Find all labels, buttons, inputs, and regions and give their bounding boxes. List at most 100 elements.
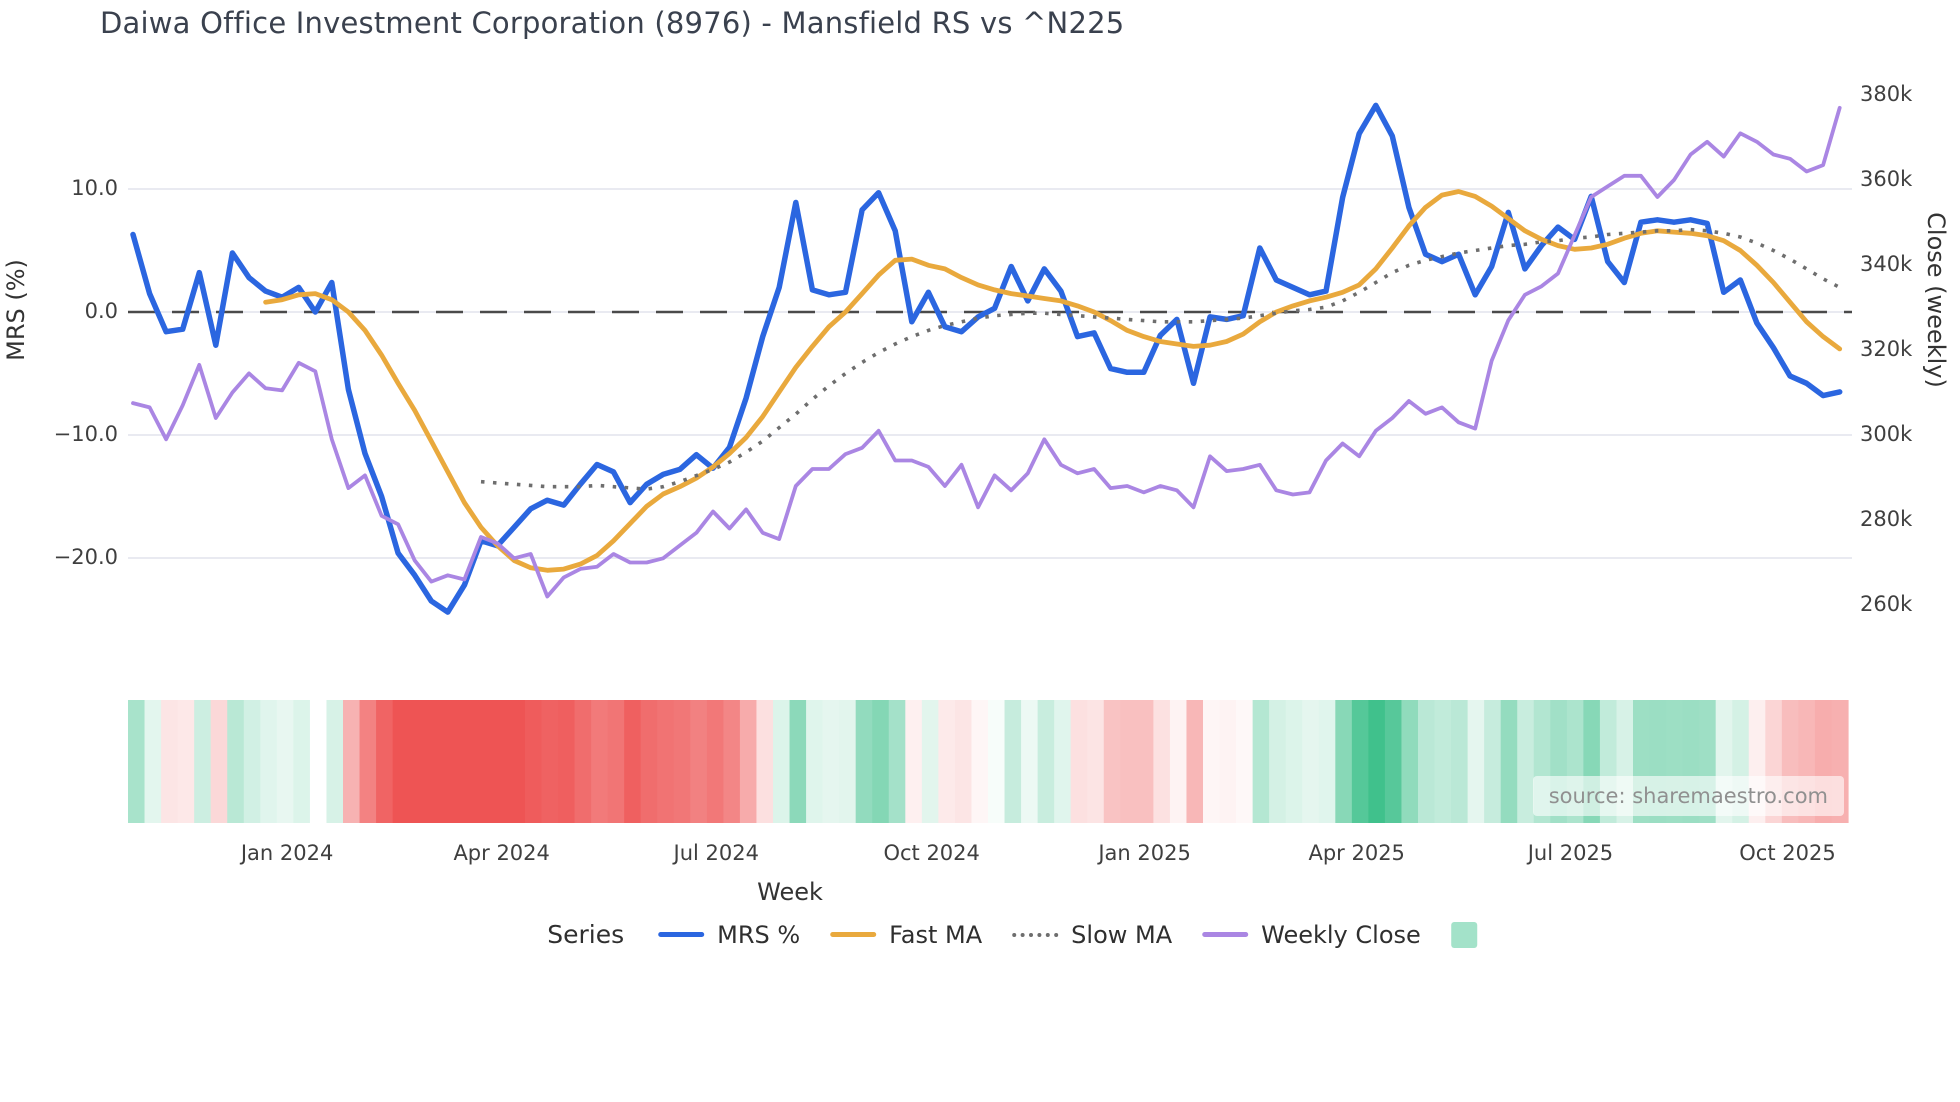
legend-item-mrs-[interactable]: MRS % xyxy=(658,921,800,949)
heatmap-cell xyxy=(508,700,526,823)
heatmap-cell xyxy=(309,700,328,823)
y-right-tick-label: 380k xyxy=(1860,82,1913,106)
heatmap-cell xyxy=(1252,700,1270,823)
heatmap-cell xyxy=(1186,700,1204,823)
heatmap-cell xyxy=(343,700,361,823)
heatmap-cell xyxy=(1467,700,1485,823)
heatmap-cell xyxy=(806,700,824,823)
y-left-tick-label: −10.0 xyxy=(53,422,118,446)
legend-item-heatmap[interactable] xyxy=(1450,921,1477,948)
heatmap-cell xyxy=(1434,700,1452,823)
heatmap-cell xyxy=(1120,700,1138,823)
heatmap-cell xyxy=(607,700,625,823)
legend-item-weekly-close[interactable]: Weekly Close xyxy=(1202,921,1421,949)
source-attribution: source: sharemaestro.com xyxy=(1532,776,1844,816)
heatmap-cell xyxy=(442,700,460,823)
heatmap-cell xyxy=(640,700,658,823)
heatmap-cell xyxy=(954,700,973,823)
y-left-tick-label: −20.0 xyxy=(53,545,118,569)
heatmap-cell xyxy=(1153,700,1171,823)
legend-item-slow-ma[interactable]: Slow MA xyxy=(1012,921,1172,949)
y-right-tick-label: 360k xyxy=(1860,167,1913,191)
heatmap-cell xyxy=(558,700,576,823)
heatmap-cell xyxy=(1384,700,1403,823)
series-line-mrs- xyxy=(130,102,1843,615)
heatmap-cell xyxy=(376,700,394,823)
y-left-tick-label: 10.0 xyxy=(71,176,118,200)
x-tick-label: Jul 2024 xyxy=(673,841,759,865)
x-tick-label: Jan 2024 xyxy=(240,841,334,865)
weekly-close-swatch-icon xyxy=(1202,932,1249,937)
x-tick-label: Oct 2024 xyxy=(883,841,980,865)
heatmap-cell xyxy=(657,700,675,823)
heatmap-cell xyxy=(756,700,774,823)
heatmap-cell xyxy=(177,700,195,823)
heatmap-cell xyxy=(541,700,559,823)
heatmap-cell xyxy=(161,700,179,823)
heatmap-cell xyxy=(1318,700,1336,823)
heatmap-cell xyxy=(1103,700,1121,823)
heatmap-cell xyxy=(1484,700,1502,823)
y-right-tick-label: 280k xyxy=(1860,507,1913,531)
legend-item-label: MRS % xyxy=(717,920,801,949)
heatmap-cell xyxy=(822,700,840,823)
heatmap-cell xyxy=(243,700,261,823)
heatmap-cell xyxy=(591,700,609,823)
heatmap-cell xyxy=(1004,700,1022,823)
legend-items: MRS % Fast MA Slow MA Weekly Close xyxy=(658,921,1477,949)
x-tick-label: Apr 2025 xyxy=(1308,841,1405,865)
heatmap-cell xyxy=(144,700,162,823)
heatmap-cell xyxy=(326,700,344,823)
heatmap-cell xyxy=(293,700,311,823)
heatmap-cell xyxy=(1087,700,1105,823)
heatmap-cell xyxy=(425,700,443,823)
heatmap-cell xyxy=(888,700,906,823)
legend-item-label: Fast MA xyxy=(889,920,983,949)
y-right-tick-label: 340k xyxy=(1860,252,1913,276)
y-right-tick-label: 300k xyxy=(1860,422,1913,446)
heatmap-cell xyxy=(458,700,476,823)
heatmap-cell xyxy=(1054,700,1072,823)
heatmap-cell xyxy=(1418,700,1436,823)
heatmap-cell xyxy=(921,700,939,823)
heatmap-cell xyxy=(624,700,642,823)
heatmap-cell xyxy=(1401,700,1419,823)
heatmap-cell xyxy=(1269,700,1287,823)
legend-item-label: Slow MA xyxy=(1071,920,1173,949)
heatmap-cell xyxy=(1203,700,1221,823)
chart-title: Daiwa Office Investment Corporation (897… xyxy=(100,6,1125,40)
heatmap-cell xyxy=(1517,700,1535,823)
heatmap-cell xyxy=(210,700,228,823)
legend-item-label: Weekly Close xyxy=(1261,920,1421,949)
heatmap-cell xyxy=(260,700,278,823)
heatmap-cell xyxy=(1037,700,1055,823)
heatmap-cell xyxy=(574,700,592,823)
heatmap-cell xyxy=(1236,700,1254,823)
heatmap-cell xyxy=(194,700,212,823)
y-right-tick-label: 260k xyxy=(1860,592,1913,616)
heatmap-cell xyxy=(1351,700,1369,823)
heatmap-cell xyxy=(1219,700,1237,823)
heatmap-cell xyxy=(673,700,691,823)
heatmap-cell xyxy=(409,700,427,823)
heatmap-cell xyxy=(1070,700,1088,823)
x-tick-label: Oct 2025 xyxy=(1739,841,1836,865)
legend-item-fast-ma[interactable]: Fast MA xyxy=(830,921,982,949)
heatmap-cell xyxy=(1302,700,1320,823)
heatmap-cell xyxy=(872,700,890,823)
left-axis-title: MRS (%) xyxy=(2,259,30,361)
fast-ma-swatch-icon xyxy=(830,932,877,937)
heatmap-cell xyxy=(359,700,377,823)
heatmap-cell xyxy=(1136,700,1154,823)
x-axis-title: Week xyxy=(757,878,823,906)
heatmap-cell xyxy=(988,700,1006,823)
series-line-slow-ma xyxy=(480,227,1841,491)
legend-title: Series xyxy=(547,920,625,949)
heatmap-cell xyxy=(1368,700,1386,823)
mrs--swatch-icon xyxy=(658,932,705,937)
heatmap-cell xyxy=(905,700,923,823)
slow-ma-swatch-icon xyxy=(1012,932,1059,937)
heatmap-cell xyxy=(773,700,791,823)
y-left-tick-label: 0.0 xyxy=(84,299,118,323)
